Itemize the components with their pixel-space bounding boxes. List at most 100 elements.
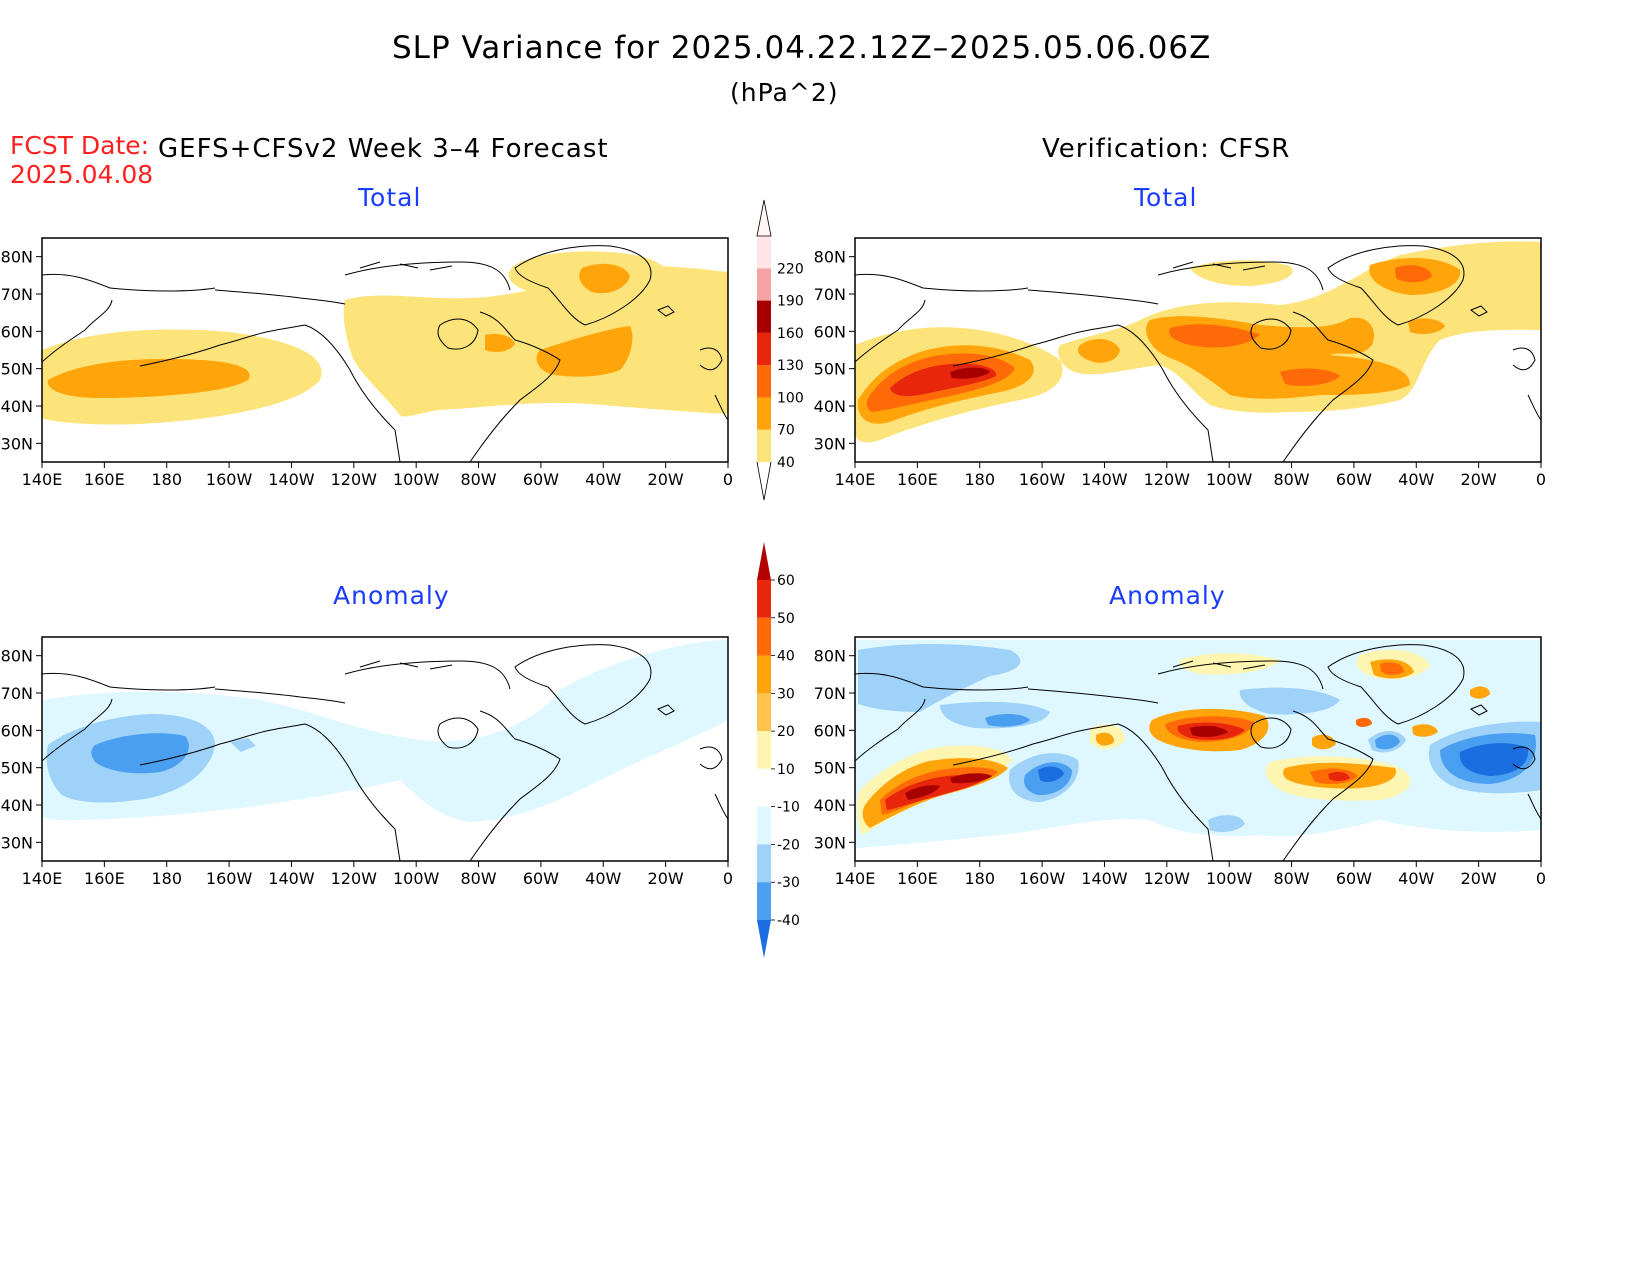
coast-iceland: [656, 704, 675, 716]
y-tick-label: 70N: [1, 285, 33, 304]
colorbar-box: [757, 332, 771, 366]
x-tick-label: 120W: [1144, 869, 1191, 888]
coast-iceland: [1469, 305, 1488, 317]
forecast-total-title: Total: [358, 183, 422, 212]
coast-na-east: [1282, 311, 1374, 462]
coast-greenland: [1327, 245, 1465, 326]
coast-alaska: [214, 688, 401, 861]
colorbar-bottom-arrow: [756, 461, 772, 501]
coast-hudson: [1250, 318, 1292, 350]
x-tick-label: 140E: [22, 470, 63, 489]
colorbar-box: [757, 655, 771, 694]
y-tick-label: 50N: [1, 360, 33, 379]
x-tick-label: 160W: [1019, 869, 1066, 888]
axes-layer: 140E 160E 180 160W 140W 120W 100W 80W 60W 40W 20W 0…: [1, 248, 1546, 888]
colorbar-top-arrow: [756, 199, 772, 237]
x-tick-label: 120W: [1144, 470, 1191, 489]
colorbar-label: 50: [777, 611, 795, 627]
x-tick-label: 160W: [206, 470, 253, 489]
fill-dark-red: [1190, 725, 1228, 737]
fill-light-blue: [1239, 687, 1340, 715]
colorbar-label: -30: [777, 875, 800, 891]
colorbar-bottom-arrow: [757, 920, 771, 958]
forecast-anomaly-frame: [41, 636, 729, 862]
coast-aleutians: [139, 334, 256, 367]
verif-anomaly-fill: [855, 640, 1541, 848]
y-tick-label: 30N: [814, 434, 846, 453]
colorbar-box: [757, 397, 771, 430]
fill-orange: [1096, 732, 1115, 746]
x-tick-label: 100W: [1206, 470, 1253, 489]
fill-pale-blue: [42, 640, 728, 822]
x-tick-label: 100W: [393, 470, 440, 489]
colorbar-label: 20: [777, 724, 795, 740]
verif-anomaly-title: Anomaly: [1109, 581, 1226, 610]
verif-total-axes: 140E 160E 180 160W 140W 120W 100W 80W 60W 40W 20W 0…: [814, 248, 1546, 489]
colorbar-box: [757, 268, 771, 301]
coast-hudson: [437, 318, 479, 350]
x-tick-label: 60W: [1336, 470, 1372, 489]
x-tick-label: 0: [723, 869, 733, 888]
x-tick-label: 140E: [22, 869, 63, 888]
x-tick-label: 160E: [84, 470, 125, 489]
verif-total-map: [855, 241, 1541, 462]
fill-mid-blue: [985, 714, 1030, 727]
coast-hudson: [1250, 717, 1292, 749]
coast-asia: [855, 273, 1029, 363]
x-tick-label: 120W: [331, 869, 378, 888]
x-tick-label: 60W: [1336, 869, 1372, 888]
y-tick-label: 40N: [814, 796, 846, 815]
x-tick-label: 140W: [268, 869, 315, 888]
colorbar-box: [757, 731, 771, 769]
forecast-total-axes: 140E 160E 180 160W 140W 120W 100W 80W 60W 40W 20W 0…: [1, 248, 733, 489]
coast-greenland: [514, 245, 652, 326]
fill-orange: [47, 358, 250, 398]
y-tick-label: 70N: [1, 684, 33, 703]
colorbar-box: [757, 693, 771, 732]
verif-total-title: Total: [1134, 183, 1198, 212]
x-tick-label: 80W: [1273, 470, 1309, 489]
coastlines: [42, 644, 728, 861]
x-tick-label: 140E: [835, 470, 876, 489]
colorbar-label: 40: [777, 455, 795, 471]
colorbar-label: 60: [777, 573, 795, 589]
verif-total-frame: [854, 237, 1542, 463]
x-tick-label: 20W: [648, 470, 684, 489]
coast-europe: [1512, 347, 1541, 421]
forecast-total-frame: [41, 237, 729, 463]
x-tick-label: 60W: [523, 869, 559, 888]
page-title: SLP Variance for 2025.04.22.12Z–2025.05.…: [392, 30, 1212, 66]
y-tick-label: 60N: [814, 322, 846, 341]
colorbar-label: 160: [777, 326, 804, 342]
coast-greenland: [514, 644, 652, 725]
coastlines: [42, 245, 728, 462]
x-tick-label: 140W: [268, 470, 315, 489]
fill-orange: [536, 326, 633, 377]
x-tick-label: 0: [1536, 869, 1546, 888]
x-tick-label: 160W: [206, 869, 253, 888]
fill-light-blue: [858, 644, 1021, 712]
fill-yellow: [1190, 260, 1293, 286]
y-tick-label: 50N: [1, 759, 33, 778]
colorbar-label: -40: [777, 913, 800, 929]
coast-arctic-isles: [344, 261, 511, 291]
coast-asia: [855, 672, 1029, 762]
fill-red: [885, 775, 985, 810]
y-tick-label: 80N: [1, 647, 33, 666]
y-tick-label: 60N: [1, 322, 33, 341]
colorbar-label: -20: [777, 837, 800, 853]
fill-light-blue: [1208, 815, 1245, 832]
forecast-anomaly-title: Anomaly: [333, 581, 450, 610]
colorbar-label: 10: [777, 762, 795, 778]
coast-aleutians: [139, 733, 256, 766]
colorbar-box: [757, 580, 771, 618]
y-tick-label: 50N: [814, 360, 846, 379]
forecast-total-map: [42, 245, 728, 462]
x-tick-label: 80W: [460, 470, 496, 489]
coastlines: [855, 245, 1541, 462]
y-tick-label: 40N: [1, 397, 33, 416]
x-tick-label: 180: [151, 470, 182, 489]
y-tick-label: 40N: [1, 796, 33, 815]
fill-orange: [485, 334, 515, 352]
